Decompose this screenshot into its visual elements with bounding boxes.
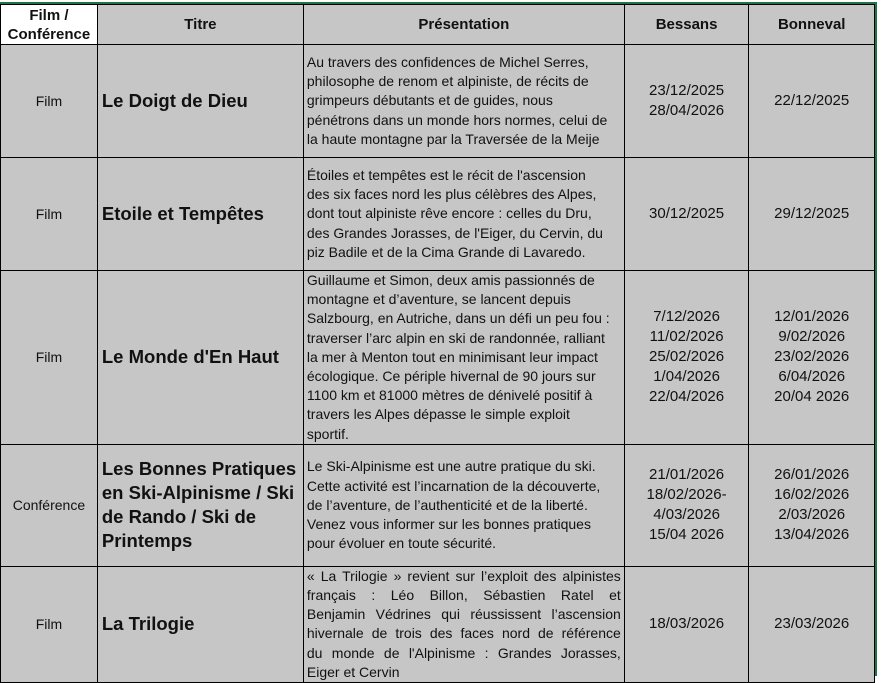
table-row: Conférence Les Bonnes Pratiques en Ski-Al… [0,443,875,567]
title-cell[interactable]: Etoile et Tempêtes [96,157,304,271]
title-cell[interactable]: Le Monde d'En Haut [96,270,304,445]
description-line: Eiger et Cervin [306,663,400,680]
date: 30/12/2025 [649,205,725,222]
table-row: Film La Trilogie « La Trilogie » revient s… [0,565,875,683]
description-line: Cette activité est l’incarnation de la d… [306,477,601,494]
description-line: grimpeurs débutants et de guides, nous [306,92,553,109]
description-cell[interactable]: Étoiles et tempêtes est le récit de l'as… [302,157,625,271]
date: 26/01/2026 [774,466,850,484]
date: 28/04/2026 [649,102,725,119]
bonneval-dates-cell[interactable]: 22/12/2025 [748,44,875,158]
type-cell[interactable]: Film [0,44,98,158]
description-line: Étoiles et tempêtes est le récit de l'as… [306,166,586,183]
date: 15/04 2026 [649,526,725,544]
date: 9/02/2026 [778,328,846,346]
description-line: Guillaume et Simon, deux amis passionnés… [306,272,595,288]
date: 13/04/2026 [774,526,850,544]
header-title[interactable]: Titre [96,4,304,45]
description-line: travers les Alpes dépasse le simple expl… [306,406,570,423]
bonneval-dates-cell[interactable]: 29/12/2025 [748,157,875,271]
description-line: des six faces nord les plus célèbres des… [306,186,597,203]
description-line: dont tout alpiniste rêve encore : celles… [306,205,592,222]
bonneval-dates-cell[interactable]: 26/01/2026 16/02/2026 2/03/2026 13/04/2026 [748,443,875,567]
date: 18/02/2026- [646,486,727,504]
description-line: hivernale de trois des faces nord de réf… [306,625,621,642]
description-line: du monde de l'Alpinisme : Grandes Jorass… [306,644,621,661]
date: 12/01/2026 [774,308,850,326]
date: 22/04/2026 [649,388,725,406]
title-cell[interactable]: Le Doigt de Dieu [96,44,304,158]
description-line: la haute montagne par la Traversée de la… [306,130,600,147]
table-row: Film Le Monde d'En Haut Guillaume et Simon… [0,270,875,445]
header-type[interactable]: Film / Conférence [0,4,98,45]
description-line: pénétrons dans un monde hors normes, cel… [306,111,608,128]
description-cell[interactable]: « La Trilogie » revient sur l’exploit de… [302,565,625,683]
date: 22/12/2025 [774,92,850,109]
type-cell[interactable]: Film [0,270,98,445]
description-line: Benjamin Védrines qui réussissent l’asce… [306,606,621,623]
description-line: des Grandes Jorasses, de l'Eiger, du Cer… [306,224,603,241]
description-line: Venez vous informer sur les bonnes prati… [306,515,591,532]
table-row: Film Le Doigt de Dieu Au travers des confi… [0,44,875,158]
date: 4/03/2026 [653,506,720,524]
date: 25/02/2026 [649,348,725,366]
description-line: de l’aventure, de l’authenticité et de l… [306,496,588,513]
description-line: philosophe de renom et alpiniste, de réc… [306,73,589,90]
description-line: piz Badile et de la Cima Grande di Lavar… [306,243,586,260]
bonneval-dates-cell[interactable]: 23/03/2026 [748,565,875,683]
description-line: pour évoluer en toute sécurité. [306,535,497,552]
bessans-dates-cell[interactable]: 30/12/2025 [623,157,750,271]
events-table: Film / Conférence Titre Présentation Bes… [0,4,875,683]
date: 20/04 2026 [774,388,850,406]
description-line: français : Léo Billon, Sébastien Ratel e… [306,587,621,604]
header-bonneval[interactable]: Bonneval [748,4,875,45]
date: 1/04/2026 [653,368,720,386]
description-cell[interactable]: Au travers des confidences de Michel Ser… [302,44,625,158]
description-cell[interactable]: Le Ski-Alpinisme est une autre pratique … [302,443,625,567]
description-line: montagne et d’aventure, se lancent depui… [306,291,571,308]
description-line: « La Trilogie » revient sur l’exploit de… [306,567,621,584]
header-row: Film / Conférence Titre Présentation Bes… [0,4,875,45]
date: 2/03/2026 [778,506,846,524]
description-line: Le Ski-Alpinisme est une autre pratique … [306,458,596,475]
date: 21/01/2026 [649,466,725,484]
description-line: 1100 km et 81000 mètres de dénivelé posi… [306,387,593,404]
bessans-dates-cell[interactable]: 23/12/2025 28/04/2026 [623,44,750,158]
date: 29/12/2025 [774,205,850,222]
title-cell[interactable]: Les Bonnes Pratiques en Ski-Alpinisme / … [96,443,304,567]
header-bessans[interactable]: Bessans [623,4,750,45]
description-line: traverser l’arc alpin en ski de randonné… [306,329,605,346]
description-line: la mer à Menton tout en minimisant leur … [306,348,598,365]
description-line: sportif. [306,425,349,442]
description-line: Salzbourg, en Autriche, dans un défi un … [306,310,610,327]
table-row: Film Etoile et Tempêtes Étoiles et tempête… [0,157,875,271]
title-cell[interactable]: La Trilogie [96,565,304,683]
date: 23/12/2025 [649,82,725,99]
type-cell[interactable]: Film [0,157,98,271]
date: 7/12/2026 [653,308,720,326]
header-description[interactable]: Présentation [302,4,625,45]
date: 6/04/2026 [778,368,846,386]
description-line: écologique. Ce périple hivernal de 90 jo… [306,368,596,385]
date: 23/02/2026 [774,348,850,366]
date: 18/03/2026 [649,615,725,633]
bessans-dates-cell[interactable]: 18/03/2026 [623,565,750,683]
bonneval-dates-cell[interactable]: 12/01/2026 9/02/2026 23/02/2026 6/04/2026 20… [748,270,875,445]
description-cell[interactable]: Guillaume et Simon, deux amis passionnés… [302,270,625,445]
date: 16/02/2026 [774,486,850,504]
date: 23/03/2026 [774,615,850,633]
type-cell[interactable]: Film [0,565,98,683]
date: 11/02/2026 [649,328,724,346]
description-line: Au travers des confidences de Michel Ser… [306,53,589,70]
type-cell[interactable]: Conférence [0,443,98,567]
bessans-dates-cell[interactable]: 21/01/2026 18/02/2026- 4/03/2026 15/04 2026 [623,443,750,567]
bessans-dates-cell[interactable]: 7/12/2026 11/02/2026 25/02/2026 1/04/2026 22… [623,270,750,445]
